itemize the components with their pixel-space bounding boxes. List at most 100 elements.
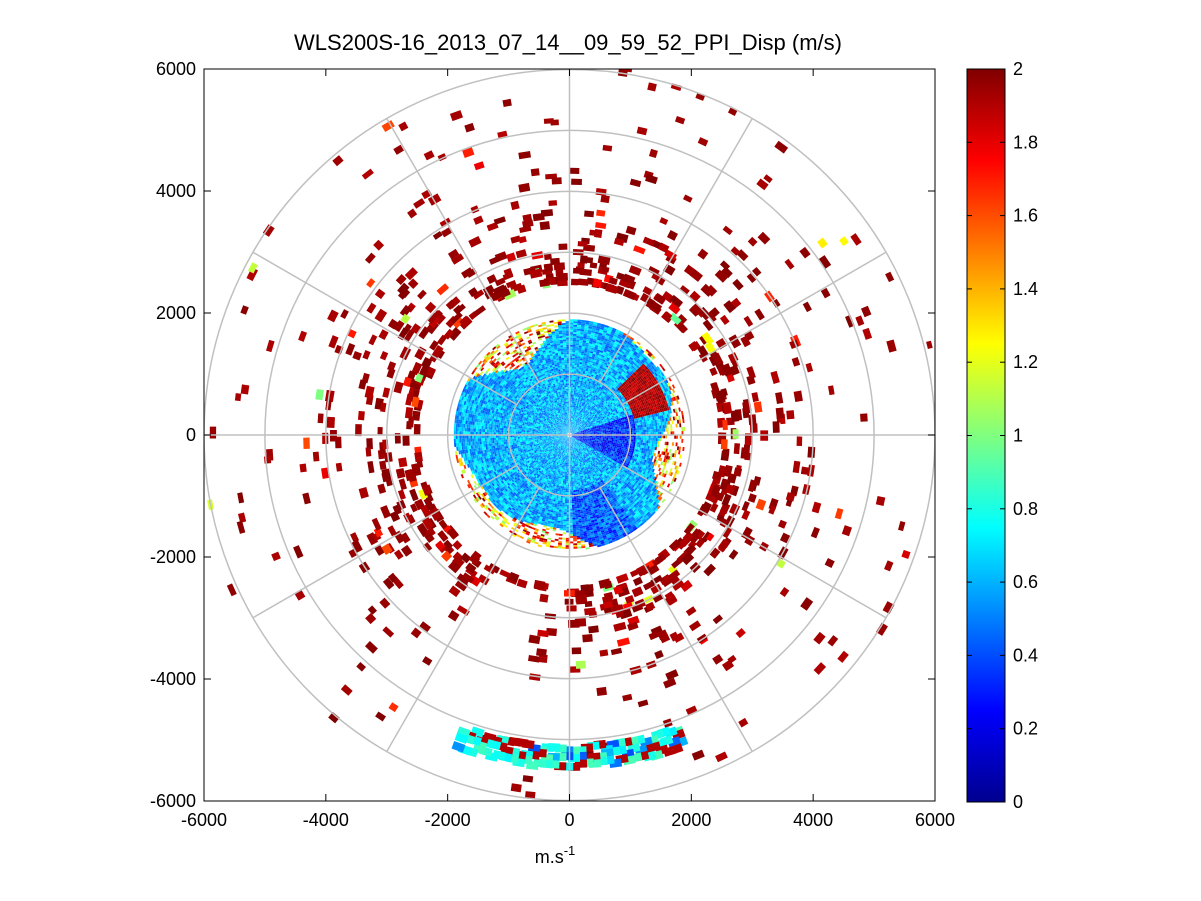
data-cell [570, 423, 571, 426]
data-cell [583, 423, 586, 426]
data-cell [584, 432, 587, 434]
data-cell [580, 430, 583, 432]
data-cell [571, 451, 573, 454]
data-cell [566, 397, 569, 400]
data-cell [578, 423, 581, 426]
data-cell [586, 436, 589, 437]
data-cell [570, 392, 573, 395]
data-cell [563, 475, 566, 478]
data-cell [575, 421, 577, 423]
data-cell [557, 439, 560, 441]
data-cell [585, 423, 588, 425]
data-cell [571, 438, 573, 441]
data-cell [557, 450, 560, 453]
data-cell [567, 441, 569, 443]
data-cell [556, 444, 559, 447]
data-cell [572, 420, 574, 422]
data-cell [566, 450, 568, 452]
data-cell [573, 433, 576, 434]
data-cell [570, 427, 572, 430]
data-cell [566, 448, 568, 451]
data-cell [574, 416, 576, 419]
data-cell [580, 436, 583, 438]
data-cell [564, 432, 566, 434]
data-cell [566, 416, 568, 419]
data-cell [538, 430, 540, 432]
data-cell [560, 430, 563, 432]
data-cell [566, 475, 569, 478]
data-cell [578, 438, 581, 440]
data-cell [565, 437, 567, 440]
data-cell [565, 423, 567, 426]
data-cell [571, 431, 573, 434]
data-cell [582, 430, 585, 432]
data-cell [562, 431, 564, 433]
data-cell [562, 482, 565, 485]
data-cell [601, 437, 603, 439]
data-cell [567, 429, 569, 431]
data-cell [573, 439, 575, 442]
data-cell [619, 429, 622, 432]
data-cell [574, 477, 576, 480]
data-cell [559, 440, 562, 442]
data-cell [574, 438, 577, 440]
data-cell [571, 436, 573, 438]
data-cell [565, 420, 567, 423]
data-cell [561, 426, 564, 428]
data-cell [618, 426, 621, 428]
data-cell [517, 438, 520, 441]
data-cell [575, 431, 577, 433]
data-cell [556, 423, 559, 425]
data-cell [572, 418, 573, 421]
data-cell [584, 438, 587, 440]
data-cell [566, 392, 569, 395]
data-cell [563, 436, 566, 437]
data-cell [564, 396, 566, 399]
data-cell [578, 442, 580, 444]
data-cell [566, 431, 568, 434]
data-cell [555, 428, 558, 430]
data-cell [582, 443, 584, 445]
data-cell [566, 421, 568, 424]
data-cell [563, 418, 565, 421]
data-cell [617, 431, 620, 434]
data-cell [571, 431, 573, 434]
data-cell [578, 421, 581, 424]
data-cell [555, 446, 558, 449]
data-cell [563, 433, 566, 434]
data-cell [582, 426, 585, 428]
data-cell [580, 444, 583, 447]
data-cell [570, 430, 571, 433]
data-cell [566, 429, 568, 432]
data-cell [576, 381, 579, 384]
data-cell [571, 468, 574, 471]
data-cell [565, 424, 567, 426]
data-cell [565, 446, 567, 448]
data-cell [551, 427, 554, 430]
data-cell [549, 431, 551, 433]
data-cell [559, 451, 561, 454]
data-cell [561, 439, 564, 441]
data-cell [556, 432, 559, 433]
data-cell [578, 417, 581, 419]
data-cell [575, 440, 577, 442]
data-cell [552, 436, 555, 438]
data-cell [564, 468, 566, 471]
data-cell [556, 449, 559, 452]
data-cell [571, 450, 572, 452]
data-cell [615, 439, 618, 442]
data-cell [571, 433, 574, 435]
data-cell [564, 428, 567, 431]
data-cell [574, 453, 576, 456]
data-cell [566, 423, 568, 426]
data-cell [560, 443, 562, 445]
data-cell [563, 430, 565, 432]
data-cell [561, 389, 564, 392]
data-cell [568, 452, 569, 454]
data-cell [571, 439, 572, 441]
data-cell [545, 435, 547, 437]
data-cell [559, 436, 562, 437]
data-cell [563, 427, 565, 429]
data-cell [561, 422, 563, 424]
data-cell [566, 390, 568, 393]
